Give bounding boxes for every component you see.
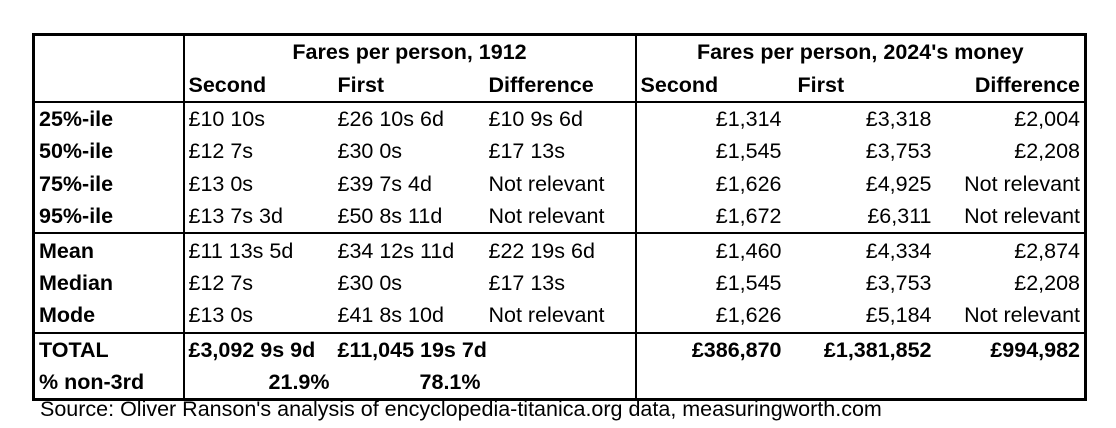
- total-row: TOTAL £3,092 9s 9d £11,045 19s 7d £386,8…: [33, 331, 1086, 366]
- source-note: Source: Oliver Ranson's analysis of ency…: [40, 397, 882, 421]
- share-second: 21.9%: [182, 365, 334, 400]
- share-2024-empty: [936, 366, 1086, 400]
- cell-first-2024: £3,318: [785, 100, 936, 136]
- row-label: Mode: [39, 303, 96, 328]
- fares-table: Fares per person, 1912 Fares per person,…: [32, 33, 1088, 402]
- col-header-second-1912: Second: [182, 68, 334, 102]
- cell-difference-1912: Not relevant: [488, 171, 605, 196]
- total-first-1912: £11,045 19s 7d: [333, 331, 487, 366]
- cell-first-2024: £5,184: [865, 303, 932, 328]
- row-label: 75%-ile: [39, 171, 114, 196]
- table-row: Mean £11 13s 5d £34 12s 11d £22 19s 6d £…: [33, 232, 1086, 267]
- cell-difference-1912: Not relevant: [488, 204, 605, 229]
- cell-difference-2024: £2,874: [935, 232, 1086, 267]
- share-2024-empty: [634, 365, 786, 400]
- cell-second-1912: £12 7s: [182, 135, 334, 168]
- cell-difference-2024: Not relevant: [964, 204, 1081, 229]
- cell-second-2024: £1,626: [634, 299, 786, 333]
- cell-second-2024: £1,672: [634, 199, 786, 234]
- share-row: % non-3rd 21.9% 78.1%: [34, 365, 1086, 400]
- total-label: TOTAL: [33, 331, 184, 366]
- cell-second-1912: £13 0s: [182, 167, 334, 200]
- total-difference-1912-empty: [484, 331, 636, 366]
- cell-first-2024: £3,753: [865, 139, 932, 164]
- cell-difference-2024: £2,208: [1014, 270, 1081, 295]
- cell-difference-1912: £17 13s: [488, 270, 566, 295]
- cell-first-2024: £4,925: [865, 171, 932, 196]
- cell-difference-2024: £2,208: [1014, 139, 1081, 164]
- cell-first-1912: £39 7s 4d: [337, 171, 432, 196]
- total-second-1912: £3,092 9s 9d: [182, 331, 334, 366]
- cell-difference-1912: £10 9s 6d: [484, 100, 636, 136]
- cell-second-2024: £1,314: [634, 100, 786, 136]
- cell-first-1912: £30 0s: [337, 139, 403, 164]
- cell-first-1912: £34 12s 11d: [333, 232, 485, 267]
- cell-first-1912: £30 0s: [337, 270, 403, 295]
- cell-first-1912: £41 8s 10d: [337, 303, 444, 328]
- col-header-difference-1912: Difference: [488, 72, 594, 97]
- header-corner-lower: [34, 68, 184, 101]
- share-label: % non-3rd: [39, 370, 145, 395]
- cell-difference-1912: £22 19s 6d: [484, 232, 636, 267]
- cell-second-2024: £1,460: [634, 232, 786, 267]
- table-row: 25%-ile £10 10s £26 10s 6d £10 9s 6d £1,…: [33, 100, 1086, 136]
- header-group-row: Fares per person, 1912 Fares per person,…: [34, 34, 1086, 69]
- row-label: Mean: [33, 232, 184, 267]
- cell-first-2024: £4,334: [785, 232, 936, 267]
- share-first: 78.1%: [419, 370, 481, 395]
- row-label: 50%-ile: [39, 139, 114, 164]
- cell-difference-2024: Not relevant: [964, 171, 1081, 196]
- cell-difference-2024: £2,004: [935, 100, 1086, 136]
- cell-first-2024: £6,311: [867, 204, 932, 229]
- cell-second-2024: £1,545: [634, 266, 786, 300]
- header-group-1912: Fares per person, 1912: [182, 34, 636, 69]
- header-group-2024: Fares per person, 2024's money: [634, 34, 1086, 69]
- table-row: 75%-ile £13 0s £39 7s 4d Not relevant £1…: [34, 167, 1086, 200]
- cell-difference-1912: £17 13s: [488, 139, 566, 164]
- col-header-first-1912: First: [337, 72, 385, 97]
- row-label: 25%-ile: [33, 100, 184, 136]
- cell-difference-2024: Not relevant: [964, 303, 1081, 328]
- header-column-row: Second First Difference Second First Dif…: [34, 68, 1086, 102]
- cell-second-2024: £1,545: [634, 135, 786, 168]
- col-header-second-2024: Second: [634, 68, 786, 102]
- cell-second-2024: £1,626: [634, 167, 786, 200]
- table-row: 50%-ile £12 7s £30 0s £17 13s £1,545 £3,…: [34, 135, 1086, 168]
- cell-difference-1912: Not relevant: [488, 303, 605, 328]
- col-header-first-2024: First: [797, 72, 845, 97]
- row-label: 95%-ile: [39, 204, 114, 229]
- cell-second-1912: £12 7s: [182, 266, 334, 300]
- total-difference-2024: £994,982: [935, 331, 1086, 366]
- table-row: 95%-ile £13 7s 3d £50 8s 11d Not relevan…: [34, 199, 1086, 234]
- cell-second-1912: £13 7s 3d: [182, 199, 334, 234]
- cell-first-1912: £26 10s 6d: [333, 100, 485, 136]
- col-header-difference-2024: Difference: [974, 72, 1081, 97]
- cell-second-1912: £13 0s: [182, 299, 334, 333]
- cell-second-1912: £10 10s: [182, 100, 334, 136]
- header-corner: [34, 35, 184, 69]
- cell-first-1912: £50 8s 11d: [337, 204, 443, 229]
- cell-second-1912: £11 13s 5d: [182, 232, 334, 267]
- cell-first-2024: £3,753: [865, 270, 932, 295]
- total-second-2024: £386,870: [634, 331, 786, 366]
- row-label: Median: [39, 270, 114, 295]
- table-row: Median £12 7s £30 0s £17 13s £1,545 £3,7…: [34, 266, 1086, 300]
- total-first-2024: £1,381,852: [785, 331, 936, 366]
- table-row: Mode £13 0s £41 8s 10d Not relevant £1,6…: [34, 299, 1086, 333]
